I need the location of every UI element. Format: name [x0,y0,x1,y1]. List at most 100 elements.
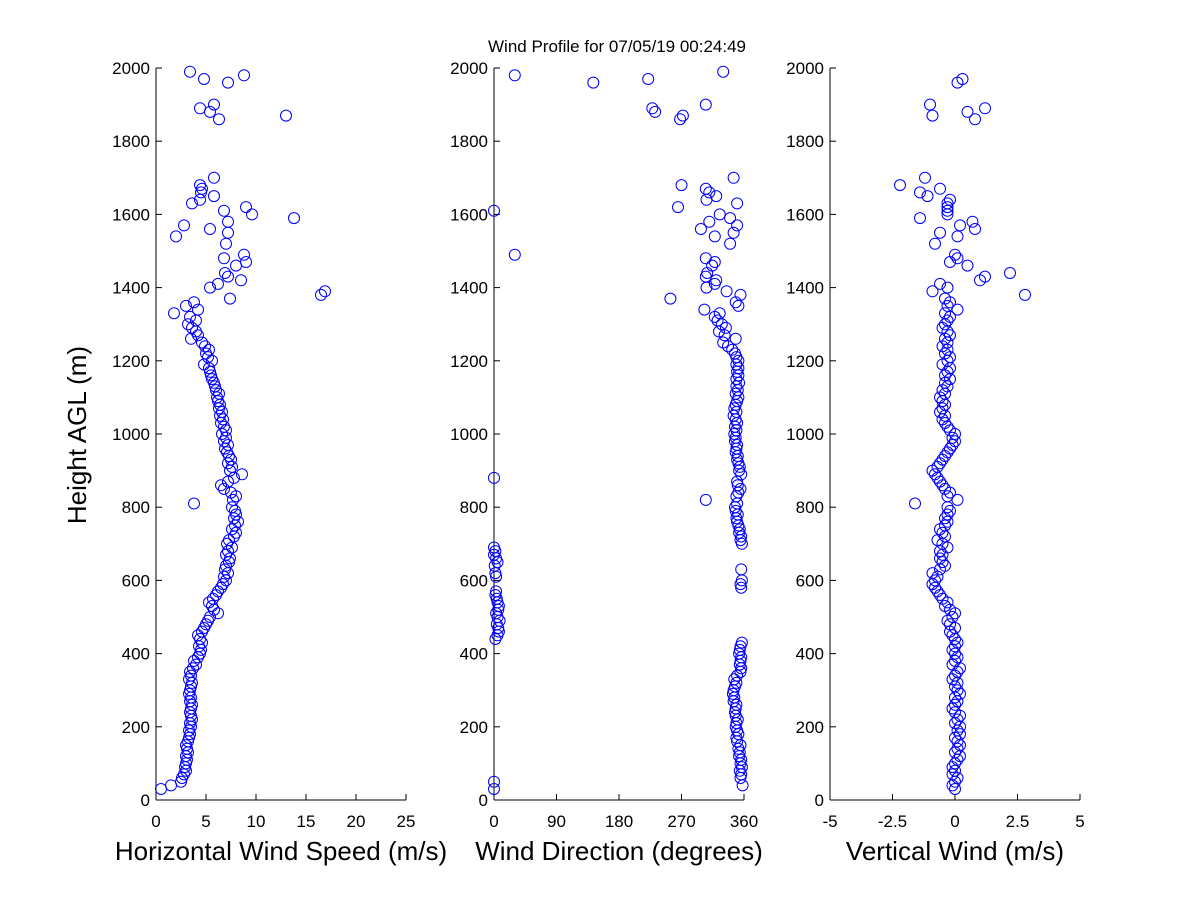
vertical-x-tick-label: -2.5 [878,812,907,831]
direction-data-point [708,310,721,323]
direction-y-tick-label: 200 [460,718,488,737]
direction-data-point [733,643,746,656]
speed-data-point [222,226,234,239]
vertical-data-point [929,237,941,250]
speed-data-point [184,65,196,78]
speed-data-point [203,596,215,609]
vertical-y-tick-label: 2000 [786,59,824,78]
speed-data-point [217,578,229,591]
speed-y-tick-label: 1200 [112,352,150,371]
vertical-data-point [1004,267,1016,279]
speed-x-tick-label: 15 [297,812,316,831]
direction-x-tick-label: 360 [730,812,758,831]
vertical-data-point [949,647,961,660]
speed-data-point [205,369,217,382]
vertical-data-point [946,768,959,781]
vertical-data-point [969,223,981,235]
speed-data-point [224,292,236,305]
speed-y-tick-label: 0 [141,791,150,810]
vertical-data-point [949,698,961,711]
vertical-y-tick-label: 1000 [786,425,824,444]
vertical-data-point [934,552,946,565]
chart-title: Wind Profile for 07/05/19 00:24:49 [488,37,746,56]
direction-data-point [726,687,739,700]
speed-data-point [188,497,200,510]
speed-y-tick-label: 200 [122,718,150,737]
vertical-panel: 0 200 400 600 800 1000 1200 1400 1600 1800 2000 -5 -… [786,59,1085,866]
direction-data-point [488,783,500,795]
direction-panel: 0 200 400 600 800 1000 1200 1400 1600 1800 2000 0 90… [450,59,763,866]
vertical-data-point [961,259,974,272]
speed-y-tick-label: 2000 [112,59,150,78]
direction-data-point [727,171,740,184]
vertical-data-point [951,713,964,726]
speed-data-point [236,468,248,481]
speed-data-point [206,354,218,367]
speed-data-point [185,680,197,693]
speed-data-point [280,109,292,122]
direction-data-point [699,182,712,195]
vertical-x-tick-label: 2.5 [1006,812,1030,831]
vertical-data-point [951,753,964,766]
speed-data-point [199,340,211,353]
vertical-data-point [956,73,969,85]
vertical-data-point [944,618,956,631]
vertical-x-tick-label: -5 [822,812,837,831]
vertical-data-point [931,471,944,484]
y-axis-label: Height AGL (m) [62,346,92,524]
speed-data-point [182,318,194,331]
speed-data-point [179,761,191,774]
vertical-data-point [946,611,959,623]
vertical-data-point [944,504,956,517]
vertical-data-point [941,501,954,514]
vertical-data-point [936,413,949,426]
speed-data-point [208,190,220,203]
vertical-data-point [954,728,966,741]
speed-data-point [218,252,230,265]
direction-data-point [710,274,723,287]
speed-data-point [222,76,234,89]
vertical-data-point [941,420,954,433]
direction-data-point [699,98,712,111]
speed-data-point [198,73,210,85]
direction-data-point [488,775,500,788]
vertical-data-point [936,548,949,561]
speed-data-point [192,303,204,316]
speed-data-point [181,742,193,755]
direction-x-tick-label: 270 [667,812,695,831]
direction-data-point [724,212,737,225]
vertical-data-point [934,182,946,195]
direction-data-point [701,267,714,279]
direction-x-tick-label: 180 [605,812,633,831]
direction-y-tick-label: 1000 [450,425,488,444]
vertical-data-point [949,640,961,653]
direction-data-point [735,574,748,587]
vertical-data-point [934,457,946,470]
speed-data-point [213,113,225,126]
speed-data-point [206,373,218,386]
speed-data-point [188,654,200,667]
vertical-y-tick-label: 1200 [786,352,824,371]
direction-x-axis-label: Wind Direction (degrees) [475,836,763,866]
vertical-data-point [936,395,949,408]
vertical-data-point [951,230,964,243]
direction-y-tick-label: 1200 [450,352,488,371]
speed-data-point [183,687,195,700]
vertical-data-point [946,629,959,642]
speed-y-tick-label: 1600 [112,205,150,224]
vertical-data-point [934,475,946,488]
direction-data-point [676,109,689,122]
vertical-data-point [939,347,951,360]
direction-data-point [488,559,501,572]
direction-data-point [717,65,730,78]
vertical-data-point [934,226,946,239]
speed-data-point [200,347,212,360]
vertical-data-point [946,643,959,656]
direction-data-point [703,186,716,199]
direction-data-point [698,303,711,316]
speed-data-point [212,395,224,408]
vertical-data-point [934,545,946,558]
direction-data-point [736,779,749,792]
vertical-data-point [941,508,954,521]
vertical-data-point [951,636,964,649]
